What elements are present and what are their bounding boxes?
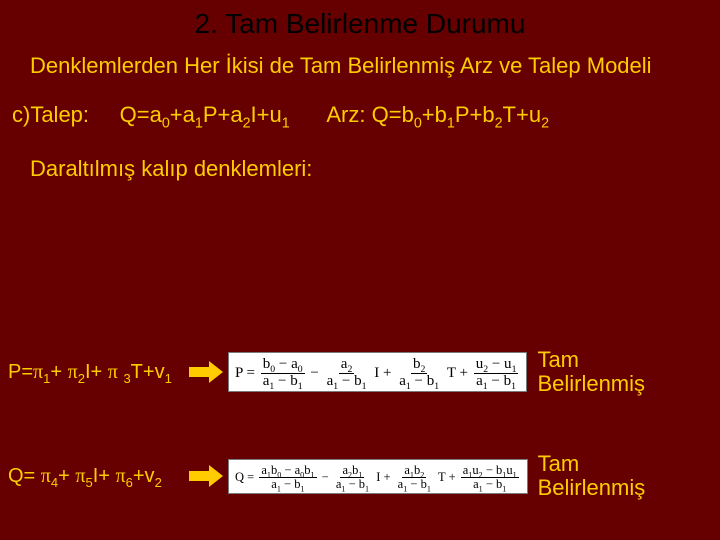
reduced-form-heading: Daraltılmış kalıp denklemleri:	[0, 128, 720, 182]
q-formula-box: Q = a1b0 − a0b1a1 − b1 − a2b1a1 − b1 I +…	[228, 459, 528, 494]
arrow-icon	[188, 465, 224, 487]
q-formula-prefix: Q =	[235, 470, 257, 485]
arrow-icon	[188, 361, 224, 383]
slide-subtitle: Denklemlerden Her İkisi de Tam Belirlenm…	[0, 40, 720, 80]
reduced-row-q: Q= π4+ π5I+ π6+v2 Q = a1b0 − a0b1a1 − b1…	[0, 452, 720, 500]
arz-label: Arz:	[326, 102, 365, 128]
p-formula-box: P = b0 − a0a1 − b1 − a2a1 − b1 I + b2a1 …	[228, 352, 527, 393]
slide-title: 2. Tam Belirlenme Durumu	[0, 0, 720, 40]
talep-label: c)Talep:	[12, 102, 89, 128]
q-reduced-lhs: Q= π4+ π5I+ π6+v2	[0, 465, 188, 488]
reduced-row-p: P=π1+ π2I+ π 3T+v1 P = b0 − a0a1 − b1 − …	[0, 348, 720, 396]
p-reduced-lhs: P=π1+ π2I+ π 3T+v1	[0, 361, 188, 384]
p-result-label: TamBelirlenmiş	[531, 348, 645, 396]
equations-line: c)Talep: Q=a0+a1P+a2I+u1 Arz: Q=b0+b1P+b…	[0, 80, 720, 128]
talep-equation: Q=a0+a1P+a2I+u1	[120, 102, 290, 127]
arz-equation: Q=b0+b1P+b2T+u2	[372, 102, 549, 127]
p-formula-prefix: P =	[235, 365, 259, 382]
q-result-label: TamBelirlenmiş	[532, 452, 646, 500]
